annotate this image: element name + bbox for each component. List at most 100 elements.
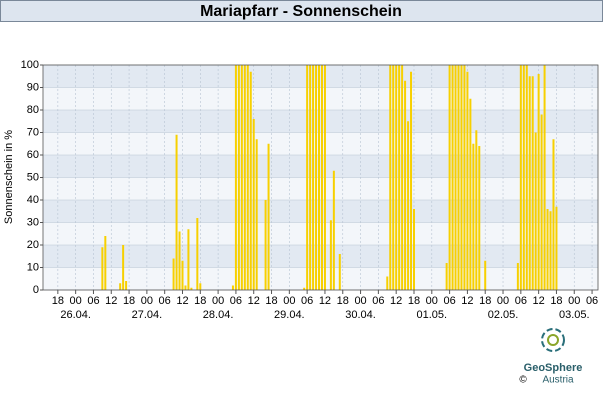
bar bbox=[466, 71, 469, 290]
bar bbox=[329, 220, 332, 290]
bar bbox=[190, 287, 193, 290]
bar bbox=[184, 285, 187, 290]
x-tick-label: 00 bbox=[141, 295, 153, 307]
date-label: 27.04. bbox=[132, 309, 163, 321]
bar bbox=[119, 283, 122, 290]
bar bbox=[398, 65, 401, 290]
bar bbox=[534, 132, 537, 290]
bar bbox=[318, 65, 321, 290]
bar bbox=[181, 260, 184, 290]
bar bbox=[472, 143, 475, 290]
bar bbox=[525, 65, 528, 290]
bar bbox=[122, 245, 125, 290]
bar bbox=[522, 65, 525, 290]
y-axis-title: Sonnenschein in % bbox=[3, 130, 15, 224]
bar bbox=[309, 65, 312, 290]
chart-title: Mariapfarr - Sonnenschein bbox=[200, 3, 402, 20]
logo: GeoSphere Austria © bbox=[519, 328, 583, 386]
x-tick-label: 18 bbox=[337, 295, 349, 307]
bar bbox=[516, 263, 519, 290]
x-tick-label: 12 bbox=[461, 295, 473, 307]
bar bbox=[445, 263, 448, 290]
bar bbox=[249, 71, 252, 290]
date-label: 03.05. bbox=[559, 309, 590, 321]
bar bbox=[528, 76, 531, 290]
bar bbox=[407, 121, 410, 290]
bar bbox=[187, 229, 190, 290]
bar bbox=[537, 74, 540, 290]
bar bbox=[323, 65, 326, 290]
bar bbox=[255, 139, 258, 290]
y-tick-label: 60 bbox=[27, 149, 39, 161]
date-label: 01.05. bbox=[416, 309, 447, 321]
bar bbox=[555, 206, 558, 290]
x-tick-label: 00 bbox=[497, 295, 509, 307]
bar bbox=[478, 146, 481, 290]
logo-core bbox=[547, 334, 559, 346]
bar bbox=[412, 209, 415, 290]
bar bbox=[475, 130, 478, 290]
bar bbox=[546, 209, 549, 290]
x-tick-label: 00 bbox=[568, 295, 580, 307]
y-tick-label: 90 bbox=[27, 81, 39, 93]
y-tick-label: 10 bbox=[27, 261, 39, 273]
copyright: © bbox=[519, 375, 527, 386]
x-tick-label: 12 bbox=[105, 295, 117, 307]
date-label: 30.04. bbox=[345, 309, 376, 321]
logo-name: GeoSphere bbox=[524, 362, 583, 374]
date-label: 26.04. bbox=[60, 309, 91, 321]
bar bbox=[332, 170, 335, 290]
date-label: 02.05. bbox=[488, 309, 519, 321]
x-tick-label: 18 bbox=[408, 295, 420, 307]
bar bbox=[312, 65, 315, 290]
x-tick-label: 00 bbox=[212, 295, 224, 307]
bar bbox=[303, 287, 306, 290]
bar bbox=[125, 281, 128, 290]
bar bbox=[252, 119, 255, 290]
bar bbox=[531, 76, 534, 290]
bar bbox=[392, 65, 395, 290]
grid-band bbox=[43, 65, 598, 88]
bar bbox=[401, 65, 404, 290]
x-tick-label: 06 bbox=[301, 295, 313, 307]
grid-band bbox=[43, 222, 598, 245]
x-tick-label: 18 bbox=[194, 295, 206, 307]
bar bbox=[338, 254, 341, 290]
bar bbox=[234, 65, 237, 290]
x-tick-label: 06 bbox=[372, 295, 384, 307]
x-tick-label: 00 bbox=[283, 295, 295, 307]
grid-band bbox=[43, 245, 598, 268]
bar bbox=[457, 65, 460, 290]
plot-frame bbox=[42, 64, 599, 291]
bar bbox=[175, 134, 178, 290]
logo-sub: Austria bbox=[542, 375, 574, 386]
x-tick-label: 06 bbox=[87, 295, 99, 307]
y-tick-label: 40 bbox=[27, 194, 39, 206]
bar bbox=[306, 65, 309, 290]
bar bbox=[267, 143, 270, 290]
bar bbox=[549, 211, 552, 290]
y-tick-label: 100 bbox=[21, 59, 39, 71]
x-tick-label: 12 bbox=[319, 295, 331, 307]
bar bbox=[237, 65, 240, 290]
bar bbox=[240, 65, 243, 290]
x-tick-label: 18 bbox=[550, 295, 562, 307]
bar bbox=[243, 65, 246, 290]
bar bbox=[172, 258, 175, 290]
x-tick-label: 06 bbox=[443, 295, 455, 307]
grid-band bbox=[43, 200, 598, 223]
bar bbox=[395, 65, 398, 290]
y-tick-label: 70 bbox=[27, 126, 39, 138]
y-tick-label: 0 bbox=[33, 284, 39, 296]
logo-ring bbox=[541, 328, 565, 352]
bar bbox=[484, 260, 487, 290]
y-tick-label: 30 bbox=[27, 216, 39, 228]
x-tick-label: 06 bbox=[230, 295, 242, 307]
grid-band bbox=[43, 110, 598, 133]
bar bbox=[231, 285, 234, 290]
x-tick-label: 00 bbox=[426, 295, 438, 307]
bar bbox=[540, 114, 543, 290]
bar bbox=[454, 65, 457, 290]
bar bbox=[463, 65, 466, 290]
